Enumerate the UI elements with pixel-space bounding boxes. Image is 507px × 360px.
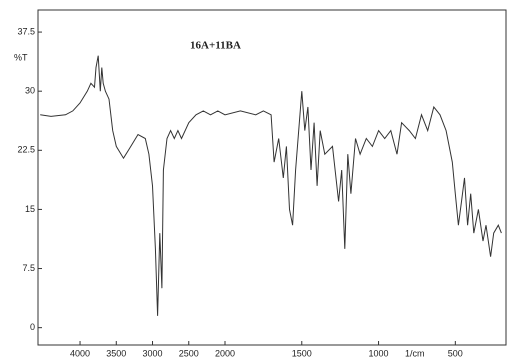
x-axis-label: 1/cm (405, 348, 425, 358)
x-tick-label: 1500 (292, 348, 312, 358)
x-tick-label: 3500 (106, 348, 126, 358)
y-axis-label: %T (14, 52, 28, 62)
plot-frame (37, 9, 507, 346)
y-tick-label: 0 (30, 322, 35, 332)
y-tick-label: 7.5 (22, 263, 35, 273)
x-tick-label: 3000 (143, 348, 163, 358)
x-tick-label: 4000 (70, 348, 90, 358)
annotation: 16A+11BA (190, 40, 241, 52)
y-tick-label: 37.5 (17, 26, 35, 36)
y-tick-label: 15 (25, 204, 35, 214)
x-tick-label: 500 (448, 348, 463, 358)
x-tick-label: 1000 (369, 348, 389, 358)
x-tick-label: 2500 (179, 348, 199, 358)
y-tick-label: 30 (25, 86, 35, 96)
y-tick-label: 22.5 (17, 145, 35, 155)
spectrum-line (40, 55, 502, 316)
x-tick-label: 2000 (215, 348, 235, 358)
